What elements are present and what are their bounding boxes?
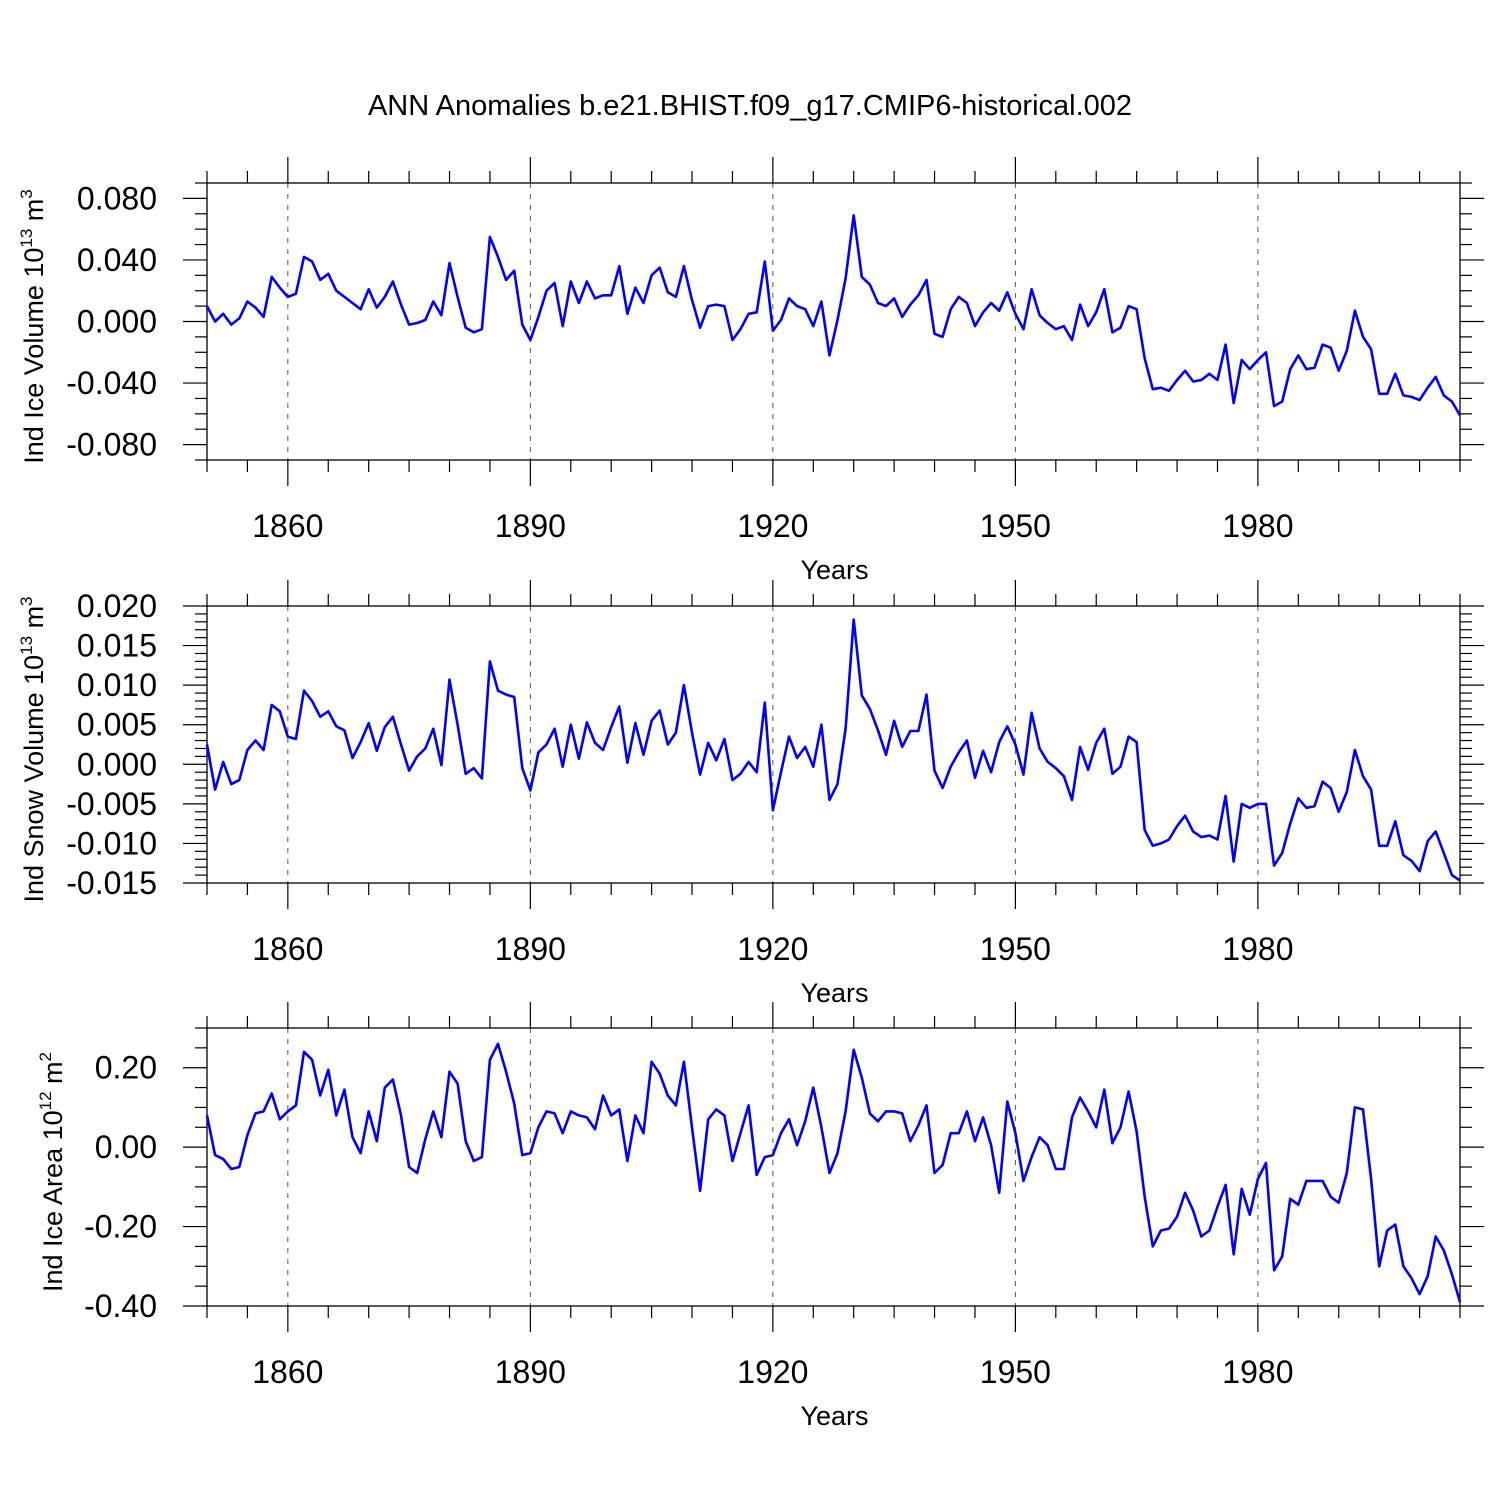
y-tick-label: -0.005 [66,786,157,822]
x-tick-label: 1860 [252,1354,323,1390]
y-tick-label: 0.015 [77,628,157,664]
x-tick-label: 1860 [252,931,323,967]
y-axis-label: Ind Snow Volume 1013 m3 [17,596,49,902]
y-tick-label: 0.010 [77,667,157,703]
x-tick-label: 1980 [1222,931,1293,967]
series-line [205,618,1461,882]
y-axis-label: Ind Ice Area 1012 m2 [36,1052,68,1292]
y-tick-label: -0.080 [66,427,157,463]
y-tick-label: -0.040 [66,365,157,401]
x-tick-label: 1980 [1222,508,1293,544]
x-axis-label: Years [800,978,868,1008]
plot-frame [206,1027,1461,1307]
series-line [205,1042,1462,1303]
figure-title: ANN Anomalies b.e21.BHIST.f09_g17.CMIP6-… [367,90,1133,122]
y-tick-label: -0.20 [84,1209,157,1245]
x-tick-label: 1950 [980,1354,1051,1390]
y-tick-label: -0.40 [84,1288,157,1324]
x-tick-label: 1890 [495,508,566,544]
x-tick-label: 1920 [737,508,808,544]
y-tick-label: 0.005 [77,707,157,743]
x-axis-label: Years [800,1401,868,1431]
y-tick-label: 0.00 [95,1129,157,1165]
plot-frame [206,182,1461,461]
x-tick-label: 1950 [980,508,1051,544]
x-tick-label: 1920 [737,931,808,967]
panel-3: 0.20 0.00 -0.20 -0.40 1860 1890 1920 1950 1980 Ye… [36,1002,1484,1431]
x-tick-label: 1890 [495,1354,566,1390]
y-tick-label: -0.015 [66,865,157,901]
x-axis-label: Years [800,555,868,585]
series-line [205,214,1462,417]
x-tick-label: 1950 [980,931,1051,967]
y-tick-label: 0.020 [77,588,157,624]
x-tick-label: 1920 [737,1354,808,1390]
y-tick-label: 0.000 [77,304,157,340]
y-tick-label: 0.040 [77,242,157,278]
y-axis-label: Ind Ice Volume 1013 m3 [17,189,49,464]
x-tick-label: 1980 [1222,1354,1293,1390]
y-tick-label: -0.010 [66,825,157,861]
y-tick-label: 0.000 [77,746,157,782]
y-tick-label: 0.20 [95,1050,157,1086]
x-tick-label: 1890 [495,931,566,967]
x-tick-label: 1860 [252,508,323,544]
y-tick-label: 0.080 [77,180,157,216]
panel-1: 0.080 0.040 0.000 -0.040 -0.080 1860 1890 1920 1… [17,157,1484,585]
